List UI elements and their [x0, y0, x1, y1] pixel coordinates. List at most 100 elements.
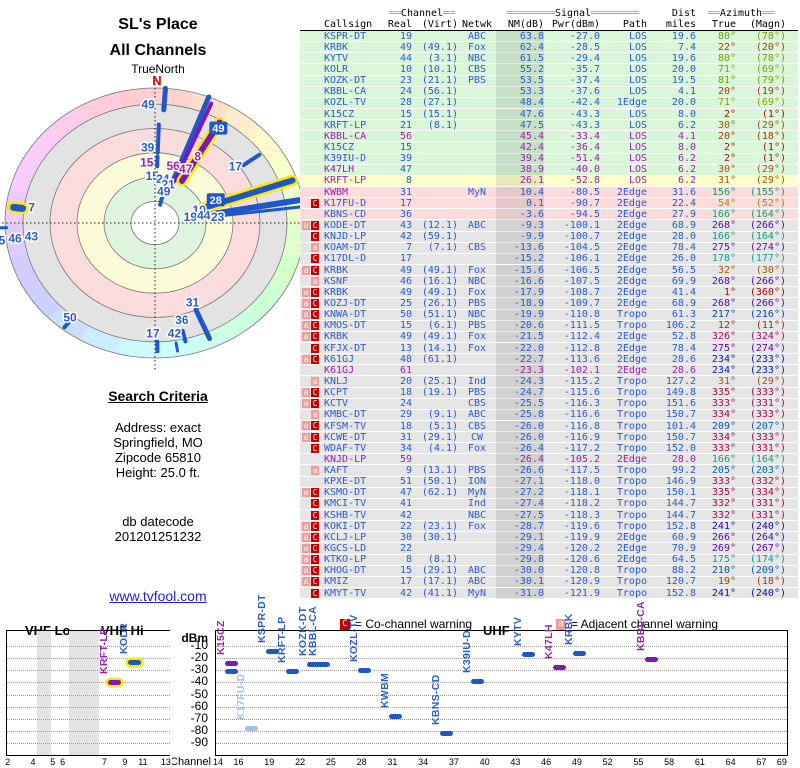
power-dbm: -107.5 [563, 275, 600, 287]
co-channel-warning-icon: C [311, 265, 319, 275]
noise-margin-db: -21.5 [496, 331, 544, 343]
station-row-KOZK-DT: KOZK-DT 23 (21.1) PBS 53.5 -37.4 LOS 19.5 81° (79… [300, 75, 798, 87]
path: LOS [628, 119, 647, 131]
noise-margin-db: 53.3 [496, 86, 544, 98]
power-dbm: -29.4 [569, 52, 600, 64]
radar-channel-label: 8 [194, 149, 201, 163]
real-channel: 41 [399, 498, 412, 510]
path: Tropo [616, 387, 647, 399]
network: Ind [467, 375, 487, 387]
real-channel: 15 [399, 565, 412, 577]
noise-margin-db: 26.1 [496, 175, 544, 187]
power-dbm: -118.2 [563, 498, 600, 510]
distance-miles: 7.4 [677, 41, 696, 53]
real-channel: 9 [405, 465, 412, 477]
magnetic-azimuth: (331°) [749, 398, 786, 410]
virtual-channel: (13.1) [421, 465, 458, 477]
signal-marker-KRFT-LP [107, 680, 121, 686]
real-channel: 22 [399, 543, 412, 555]
power-dbm: -121.9 [563, 587, 600, 599]
path: LOS [628, 64, 647, 75]
path: 2Edge [616, 231, 647, 243]
true-azimuth: 178° [711, 253, 736, 265]
path: 2Edge [616, 264, 647, 276]
callsign: KCLJ-LP [324, 531, 367, 543]
real-channel: 42 [399, 231, 412, 243]
distance-miles: 56.5 [671, 264, 696, 276]
power-dbm: -52.8 [569, 175, 600, 187]
radar-spoke [161, 85, 168, 113]
radar-channel-label: 56 [167, 159, 181, 173]
path: 2Edge [616, 242, 647, 254]
adjacent-channel-warning-icon: a [311, 243, 319, 253]
network: Fox [467, 342, 487, 354]
callsign: KFSM-TV [324, 420, 367, 432]
true-azimuth: 80° [717, 52, 736, 64]
co-channel-warning-icon: C [311, 588, 319, 598]
station-row-K47LH: K47LH 47 38.9 -40.0 LOS 6.2 30° (29°) [300, 164, 798, 176]
network: NBC [467, 309, 487, 321]
real-channel: 28 [399, 97, 412, 109]
station-row-KRBK: KRBK 49 (49.1) Fox 62.4 -28.5 LOS 7.4 22° (20°) [300, 41, 798, 54]
adjacent-channel-warning-icon: a [302, 354, 310, 364]
distance-miles: 31.6 [671, 186, 696, 198]
title-line2: All Channels [109, 42, 207, 59]
real-channel: 25 [399, 297, 412, 309]
distance-miles: 20.0 [671, 97, 696, 109]
power-dbm: -105.2 [563, 453, 600, 465]
gridline [7, 718, 170, 720]
station-row-KCPT: a C KCPT 18 (19.1) PBS -24.7 -115.6 Tropo 149.8 33… [300, 387, 798, 399]
search-criteria-line: Height: 25.0 ft. [115, 465, 201, 480]
true-azimuth: 30° [717, 164, 736, 176]
network: Fox [467, 286, 487, 298]
gridline [216, 670, 787, 672]
noise-margin-db: -25.8 [496, 409, 544, 421]
channel-tick: 25 [324, 757, 337, 767]
true-azimuth: 175° [711, 554, 736, 566]
path: 1Edge [616, 97, 647, 109]
gridline [216, 658, 787, 660]
power-dbm: -80.5 [569, 186, 600, 198]
station-label-KSPR-DT: KSPR-DT [255, 594, 268, 644]
distance-miles: 6.2 [677, 153, 696, 165]
noise-margin-db: -27.5 [496, 509, 544, 521]
tvfool-link[interactable]: www.tvfool.com [109, 588, 207, 604]
path: 2Edge [616, 197, 647, 209]
noise-margin-db: -15.6 [496, 264, 544, 276]
true-azimuth: 156° [711, 186, 736, 198]
network: PBS [467, 75, 487, 87]
path: Tropo [616, 576, 647, 588]
network: CBS [467, 398, 487, 410]
dbm-tick: -10 [190, 638, 208, 652]
search-criteria-line: Zipcode 65810 [114, 450, 201, 465]
magnetic-azimuth: (78°) [755, 52, 786, 64]
adjacent-channel-warning-icon: a [302, 321, 310, 331]
distance-miles: 68.9 [671, 297, 696, 309]
magnetic-azimuth: (274°) [749, 242, 786, 254]
station-row-KBNS-CD: KBNS-CD 36 -3.6 -94.5 2Edge 27.9 166° (164°) [300, 208, 798, 221]
north-indicator: N [152, 76, 161, 88]
magnetic-azimuth: (333°) [749, 409, 786, 421]
station-row-KWBM: KWBM 31 MyN 10.4 -80.5 2Edge 31.6 156° (155°) [300, 186, 798, 199]
adjacent-channel-warning-icon: a [302, 298, 310, 308]
noise-margin-db: 55.2 [496, 64, 544, 75]
path: Tropo [616, 420, 647, 432]
radar-channel-label: 25 [0, 233, 6, 247]
station-row-KGCS-LD: a C KGCS-LD 22 -29.4 -120.2 2Edge 70.9 269° (267°… [300, 543, 798, 555]
power-dbm: -111.5 [563, 320, 600, 332]
adjacent-channel-warning-icon: a [302, 310, 310, 320]
distance-miles: 70.9 [671, 543, 696, 555]
callsign: KCPT [324, 387, 349, 399]
radar-channel-label: 17 [229, 159, 243, 173]
distance-miles: 99.2 [671, 465, 696, 477]
callsign: KCWE-DT [324, 431, 367, 443]
path: 2Edge [616, 554, 647, 566]
channel-tick: 11 [137, 757, 149, 767]
radar-channel-label-box [206, 193, 225, 207]
warning-markers: a [300, 410, 322, 420]
virtual-channel: (8.1) [427, 554, 458, 566]
power-dbm: -43.3 [569, 108, 600, 120]
magnetic-azimuth: (69°) [755, 64, 786, 75]
